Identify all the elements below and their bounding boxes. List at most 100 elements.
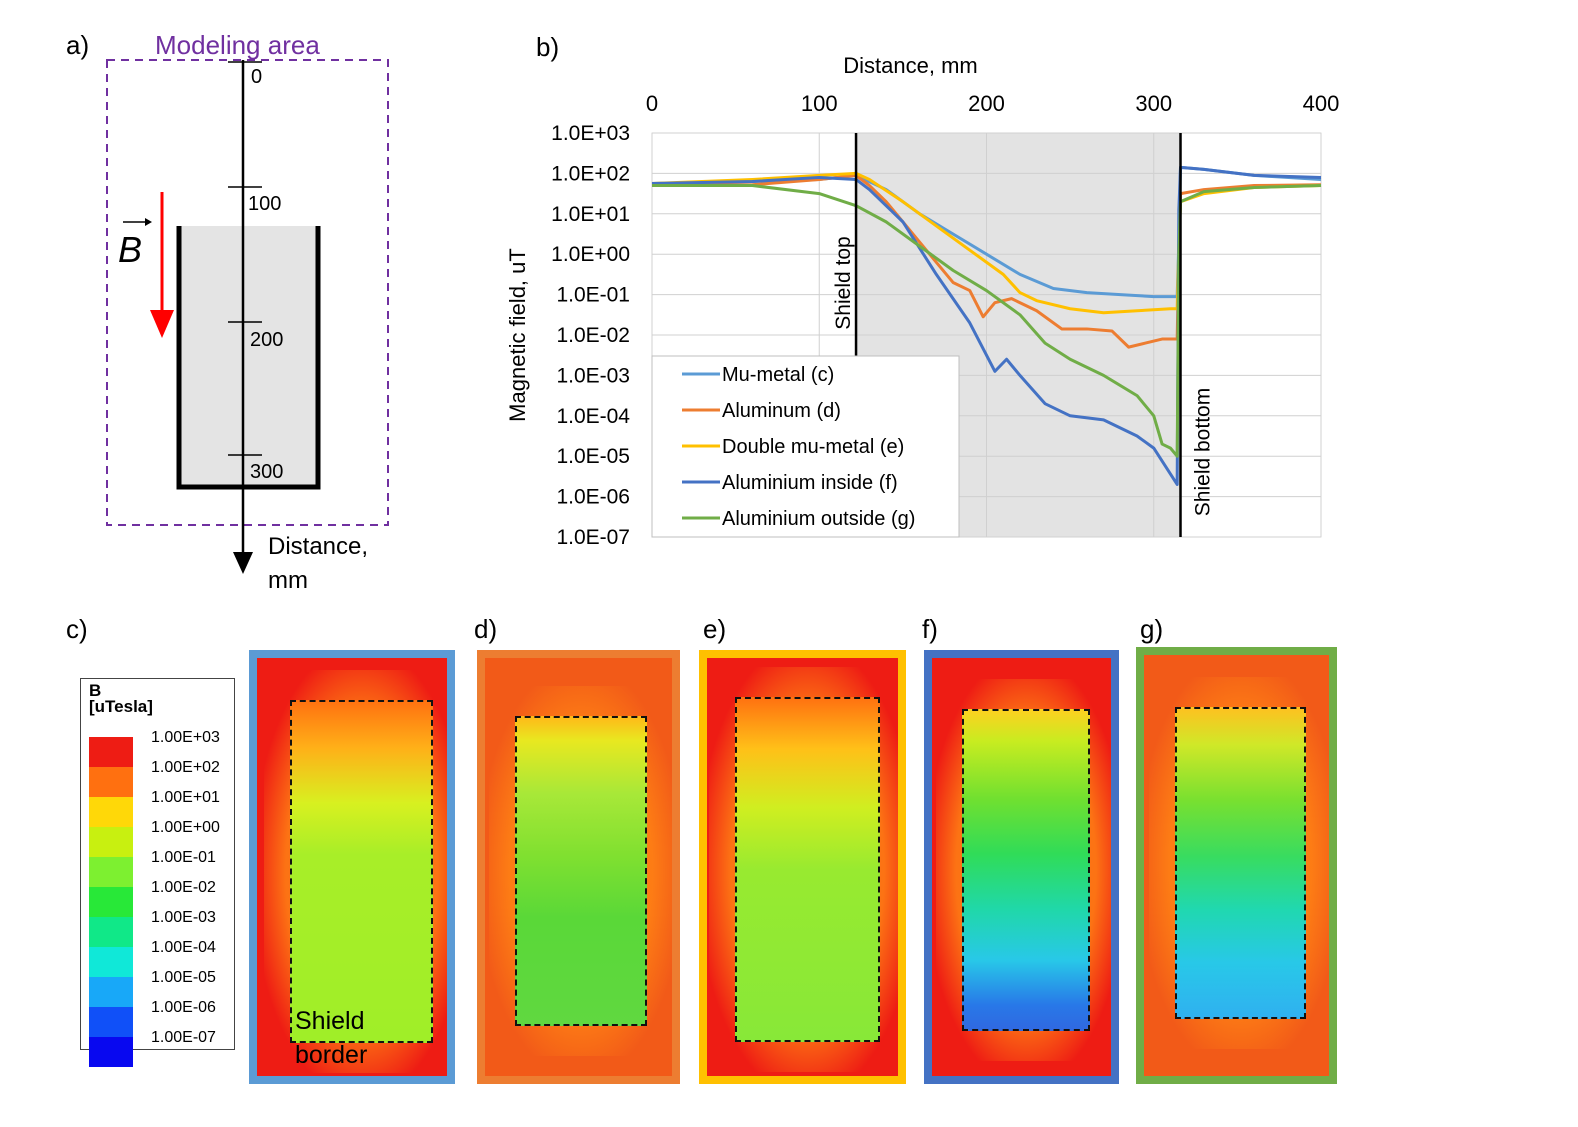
x-tick-label: 200: [968, 91, 1005, 116]
y-tick-label: 1.0E-02: [556, 324, 630, 347]
field-map-f: [924, 650, 1119, 1084]
field-map-c: Shield border: [249, 650, 455, 1084]
colorbar-swatch: [89, 947, 133, 977]
colorbar-swatch: [89, 827, 133, 857]
shield-border-label: Shield: [295, 1007, 365, 1035]
shield-border-outline: [962, 709, 1090, 1031]
modeling-area-border: [106, 59, 389, 526]
colorbar-level: 1.00E-02: [89, 879, 229, 917]
y-tick-label: 1.0E-04: [556, 405, 630, 428]
y-tick-label: 1.0E-03: [556, 364, 630, 387]
colorbar-title-unit: [uTesla]: [89, 697, 153, 716]
colorbar-swatch: [89, 737, 133, 767]
x-tick-label: 300: [1135, 91, 1172, 116]
colorbar-level: 1.00E+00: [89, 819, 229, 857]
panel-label-c: c): [66, 614, 88, 644]
axis-label-distance: Distance,: [268, 533, 368, 560]
modeling-area-label: Modeling area: [155, 30, 320, 60]
colorbar-level: 1.00E-04: [89, 939, 229, 977]
panel-label-e: e): [703, 614, 727, 644]
field-symbol: B: [118, 229, 142, 270]
field-interior: [1175, 707, 1306, 1019]
colorbar-level: 1.00E-06: [89, 999, 229, 1037]
y-tick-label: 1.0E-01: [556, 284, 630, 307]
y-tick-label: 1.0E+02: [551, 162, 630, 185]
colorbar-label: 1.00E-05: [151, 969, 216, 986]
colorbar-title-symbol: B: [89, 681, 102, 700]
colorbar-swatch: [89, 857, 133, 887]
shield-border-outline: [735, 697, 880, 1042]
axis-arrowhead: [233, 552, 253, 574]
shield-outline: [176, 226, 321, 490]
colorbar-title: B [uTesla]: [89, 681, 153, 716]
tick-label-100: 100: [248, 193, 281, 215]
colorbar-swatch: [89, 767, 133, 797]
field-interior: [962, 709, 1090, 1031]
field-map-g: [1136, 647, 1337, 1084]
field-interior: [515, 716, 647, 1026]
panel-label-d: d): [474, 614, 498, 644]
colorbar-label: 1.00E-04: [151, 939, 216, 956]
y-tick-label: 1.0E+00: [551, 243, 630, 266]
field-interior: [290, 700, 433, 1043]
field-map-d: [477, 650, 680, 1084]
colorbar-label: 1.00E+03: [151, 729, 220, 746]
colorbar-swatch: [89, 797, 133, 827]
y-tick-label: 1.0E+03: [551, 122, 630, 145]
colorbar-level: 1.00E-03: [89, 909, 229, 947]
colorbar-swatch: [89, 917, 133, 947]
y-tick-label: 1.0E-07: [556, 526, 630, 549]
colorbar-label: 1.00E+00: [151, 819, 220, 836]
colorbar-level: 1.00E+03: [89, 729, 229, 767]
axis-label-mm: mm: [268, 567, 308, 594]
panel-label-b: b): [536, 32, 560, 62]
colorbar-swatch: [89, 1007, 133, 1037]
x-axis-title: Distance, mm: [843, 53, 977, 78]
colorbar-swatch: [89, 887, 133, 917]
colorbar-label: 1.00E-06: [151, 999, 216, 1016]
shield-border-label-2: border: [295, 1041, 368, 1069]
tick-label-0: 0: [251, 66, 262, 88]
y-tick-label: 1.0E-06: [556, 486, 630, 509]
magnetic-field-chart: 0 100 200 300 400 1.0E+03 1.0E+02 1.0E+01 1.0E+0…: [505, 53, 1340, 549]
colorbar-label: 1.00E+01: [151, 789, 220, 806]
shield-border-outline: [290, 700, 433, 1043]
y-tick-label: 1.0E-05: [556, 445, 630, 468]
x-tick-label: 0: [646, 91, 658, 116]
colorbar-legend: B [uTesla] 1.00E+03 1.00E+02 1.00E+01 1.00E…: [80, 678, 235, 1067]
colorbar-level: 1.00E-01: [89, 849, 229, 887]
colorbar-level: 1.00E+01: [89, 789, 229, 827]
shield-diagram: Modeling area 0 100 200 300 B Distance, …: [106, 30, 389, 594]
field-map-e: [699, 650, 906, 1084]
colorbar-swatch: [89, 977, 133, 1007]
x-tick-label: 100: [801, 91, 838, 116]
tick-label-200: 200: [250, 329, 283, 351]
colorbar-label: 1.00E-03: [151, 909, 216, 926]
colorbar-label: 1.00E-07: [151, 1029, 216, 1046]
x-tick-label: 400: [1303, 91, 1340, 116]
colorbar-label: 1.00E-01: [151, 849, 216, 866]
tick-label-300: 300: [250, 461, 283, 483]
panel-label-a: a): [66, 30, 90, 60]
panel-label-f: f): [922, 614, 938, 644]
legend-label-3: Double mu-metal (e): [722, 436, 904, 458]
legend-label-4: Aluminium inside (f): [722, 472, 898, 494]
legend-label-2: Aluminum (d): [722, 400, 841, 422]
field-arrow-head: [150, 310, 174, 338]
y-tick-label: 1.0E+01: [551, 203, 630, 226]
colorbar-level: 1.00E-07: [89, 1029, 229, 1067]
shield-interior: [179, 226, 318, 487]
vector-arrowhead: [145, 218, 152, 226]
colorbar-label: 1.00E-02: [151, 879, 216, 896]
shield-border-outline: [515, 716, 647, 1026]
colorbar-swatch: [89, 1037, 133, 1067]
panel-label-g: g): [1140, 614, 1164, 644]
colorbar-label: 1.00E+02: [151, 759, 220, 776]
colorbar-level: 1.00E-05: [89, 969, 229, 1007]
y-axis-title: Magnetic field, uT: [505, 248, 530, 422]
legend-label-5: Aluminium outside (g): [722, 508, 915, 530]
colorbar-level: 1.00E+02: [89, 759, 229, 797]
field-interior: [735, 697, 880, 1042]
legend-label-1: Mu-metal (c): [722, 364, 834, 386]
shield-border-outline: [1175, 707, 1306, 1019]
